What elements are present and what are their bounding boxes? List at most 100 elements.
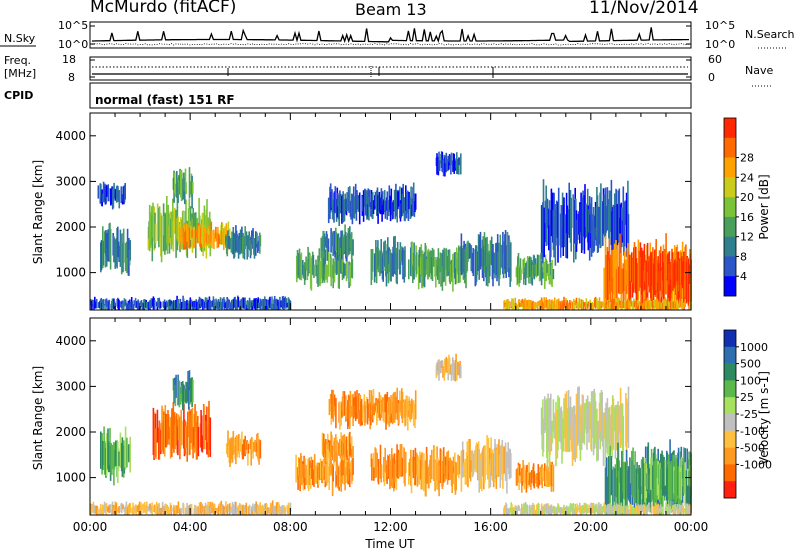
data-cell	[128, 302, 130, 310]
data-cell	[126, 437, 128, 468]
data-cell	[215, 507, 217, 513]
data-cell	[229, 503, 231, 515]
data-cell	[508, 300, 511, 310]
data-cell	[431, 247, 434, 281]
data-cell	[519, 302, 521, 308]
data-cell	[331, 189, 333, 208]
data-cell	[346, 446, 348, 460]
data-cell	[377, 459, 380, 485]
data-cell	[627, 504, 629, 513]
data-cell	[154, 223, 157, 244]
data-cell	[499, 445, 502, 488]
data-cell	[122, 504, 124, 510]
data-cell	[329, 394, 332, 412]
data-cell	[428, 251, 430, 277]
data-cell	[517, 253, 520, 278]
data-cell	[440, 260, 442, 287]
data-cell	[469, 243, 471, 259]
data-cell	[609, 254, 612, 303]
data-cell	[669, 506, 671, 512]
data-cell	[380, 399, 383, 418]
data-cell	[616, 204, 619, 246]
colorbar-label: Velocity [m s-1]	[757, 371, 771, 465]
data-cell	[620, 301, 623, 307]
data-band	[640, 452, 692, 513]
data-cell	[339, 252, 341, 273]
data-cell	[175, 374, 177, 398]
data-cell	[146, 501, 148, 514]
data-cell	[505, 504, 508, 515]
data-cell	[129, 502, 132, 513]
data-band	[100, 222, 131, 276]
data-cell	[518, 299, 520, 307]
data-cell	[539, 300, 541, 307]
data-cell	[673, 260, 676, 286]
data-cell	[619, 233, 621, 295]
data-cell	[563, 300, 566, 307]
data-cell	[97, 302, 100, 308]
data-cell	[200, 224, 203, 243]
data-cell	[507, 299, 509, 307]
data-cell	[518, 465, 520, 490]
data-cell	[403, 402, 405, 419]
data-cell	[503, 446, 506, 474]
data-band	[370, 235, 406, 287]
cpid-label: CPID	[4, 89, 33, 102]
data-cell	[587, 301, 590, 307]
data-cell	[247, 301, 250, 310]
data-cell	[190, 409, 192, 443]
data-cell	[387, 455, 390, 479]
data-cell	[296, 467, 298, 480]
data-cell	[105, 503, 108, 511]
data-band	[296, 245, 354, 291]
data-cell	[185, 199, 187, 243]
data-cell	[405, 192, 408, 219]
data-cell	[323, 466, 325, 480]
data-cell	[194, 229, 197, 248]
data-cell	[253, 298, 255, 309]
data-cell	[542, 267, 544, 279]
data-band	[435, 151, 462, 177]
data-cell	[109, 229, 112, 270]
data-cell	[208, 400, 210, 450]
data-cell	[684, 299, 686, 307]
data-cell	[653, 461, 655, 511]
data-cell	[516, 506, 518, 515]
data-cell	[550, 188, 553, 236]
data-cell	[195, 229, 197, 239]
data-cell	[569, 302, 572, 309]
data-cell	[530, 470, 533, 484]
data-cell	[627, 386, 630, 448]
data-cell	[450, 160, 452, 175]
colorbar-tick-label: 20	[740, 191, 754, 204]
data-cell	[328, 399, 331, 416]
data-cell	[180, 169, 183, 202]
data-cell	[579, 406, 582, 461]
data-cell	[520, 508, 522, 515]
data-cell	[585, 298, 588, 307]
data-cell	[297, 466, 299, 490]
data-cell	[375, 398, 377, 412]
data-cell	[395, 183, 397, 217]
data-band	[370, 444, 407, 492]
data-cell	[633, 242, 636, 289]
nsearch-tick-top: 10^5	[705, 19, 735, 32]
data-cell	[144, 299, 146, 310]
data-cell	[166, 302, 168, 307]
data-cell	[137, 299, 139, 310]
data-cell	[121, 303, 123, 309]
colorbar-swatch	[724, 137, 736, 158]
data-cell	[335, 252, 338, 275]
colorbar-swatch	[724, 464, 736, 482]
x-tick-label: 16:00	[473, 520, 508, 534]
data-cell	[506, 231, 509, 272]
data-cell	[375, 252, 378, 284]
data-cell	[284, 506, 286, 515]
data-cell	[444, 157, 446, 177]
data-cell	[126, 303, 128, 310]
data-cell	[160, 507, 163, 515]
data-cell	[358, 192, 361, 225]
y-tick-label: 1000	[55, 266, 86, 280]
data-cell	[441, 360, 444, 368]
data-cell	[594, 216, 596, 241]
